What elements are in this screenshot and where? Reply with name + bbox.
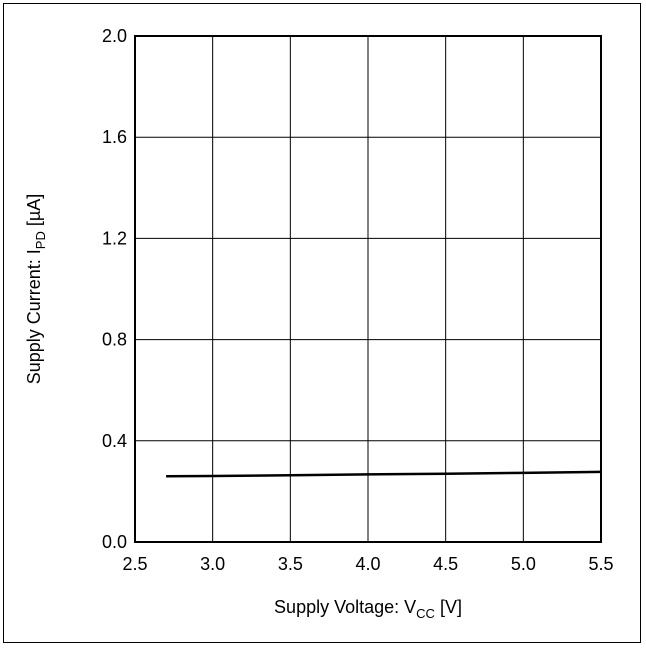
series-group (166, 470, 602, 478)
x-tick-label: 5.0 (511, 554, 536, 574)
y-tick-label: 0.8 (102, 330, 127, 350)
x-tick-labels: 2.5 3.0 3.5 4.0 4.5 5.0 5.5 (122, 554, 613, 574)
series-line (166, 470, 602, 478)
plot-area (134, 35, 602, 543)
x-tick-label: 3.0 (200, 554, 225, 574)
x-tick-label: 3.5 (278, 554, 303, 574)
y-tick-label: 1.6 (102, 127, 127, 147)
y-tick-label: 0.0 (102, 532, 127, 552)
grid-lines (134, 35, 602, 543)
x-axis-title: Supply Voltage: VCC [V] (274, 597, 462, 621)
x-tick-label: 5.5 (588, 554, 613, 574)
x-tick-label: 2.5 (122, 554, 147, 574)
y-tick-label: 0.4 (102, 431, 127, 451)
y-tick-labels: 0.0 0.4 0.8 1.2 1.6 2.0 (102, 26, 127, 552)
y-tick-label: 1.2 (102, 228, 127, 248)
y-tick-label: 2.0 (102, 26, 127, 46)
y-axis-title: Supply Current: IPD [µA] (24, 194, 48, 385)
chart-frame (3, 3, 641, 643)
x-tick-label: 4.0 (355, 554, 380, 574)
x-tick-label: 4.5 (433, 554, 458, 574)
